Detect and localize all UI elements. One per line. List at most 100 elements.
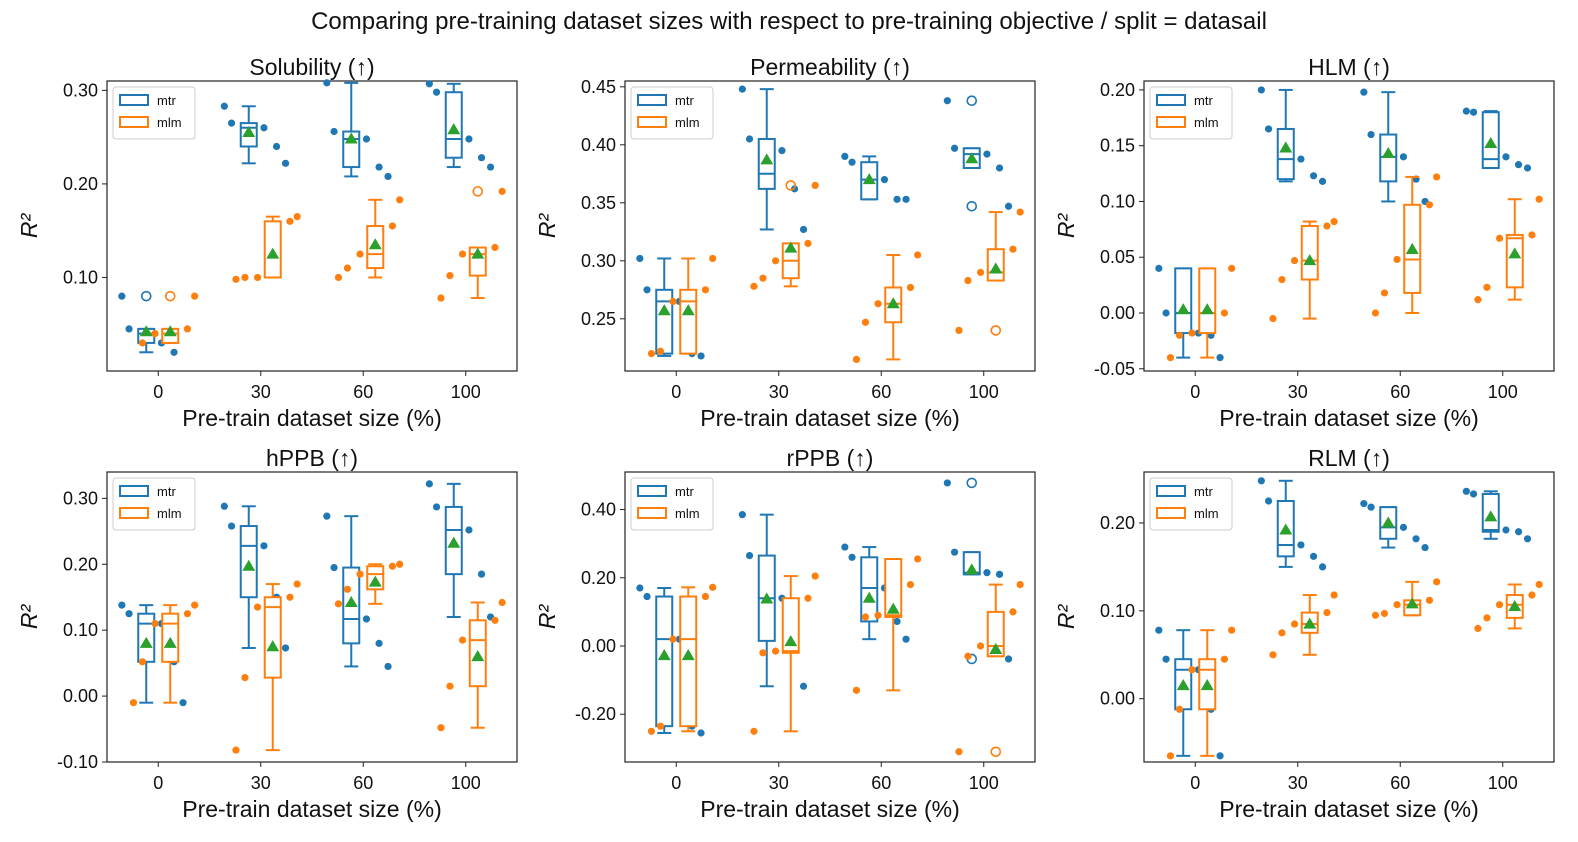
x-tick-label: 30	[251, 773, 271, 793]
data-point	[880, 176, 889, 184]
data-point	[1371, 309, 1380, 317]
data-point	[1380, 609, 1389, 618]
data-point	[771, 257, 780, 265]
data-point	[1330, 217, 1338, 226]
data-point	[477, 154, 486, 162]
y-tick-label: 0.20	[581, 568, 616, 588]
mtr-box-30	[738, 85, 808, 234]
data-point	[477, 570, 486, 578]
mean-marker	[1303, 617, 1317, 629]
legend-label-mtr: mtr	[675, 484, 694, 499]
data-point	[656, 722, 665, 730]
y-tick-label: 0.45	[581, 77, 616, 97]
mean-marker	[344, 132, 358, 144]
mtr-box-30	[220, 502, 290, 652]
data-point	[1367, 503, 1375, 511]
data-point	[750, 727, 758, 735]
y-tick-label: 0.30	[581, 251, 616, 271]
data-point	[759, 649, 767, 657]
data-point	[701, 286, 710, 294]
data-point	[227, 522, 236, 530]
mean-marker	[1508, 247, 1522, 259]
mlm-box-30	[750, 572, 819, 735]
y-axis-label: R²	[534, 604, 560, 630]
data-point	[1290, 256, 1299, 265]
y-tick-label: 0.20	[63, 174, 98, 194]
data-point	[893, 195, 901, 203]
data-point	[293, 580, 301, 588]
subplot-title: hPPB (↑)	[266, 445, 358, 471]
data-point	[293, 213, 301, 221]
outlier-marker	[785, 180, 797, 191]
mean-marker	[1381, 516, 1395, 528]
data-point	[1228, 626, 1236, 634]
data-point	[950, 144, 959, 152]
legend-label-mlm: mlm	[1194, 506, 1219, 521]
data-point	[138, 658, 147, 666]
mean-marker	[266, 640, 280, 652]
data-point	[343, 585, 352, 593]
data-point	[902, 195, 910, 203]
x-axis-label: Pre-train dataset size (%)	[1219, 796, 1478, 822]
y-axis-label: R²	[1053, 213, 1079, 239]
data-point	[191, 601, 199, 609]
mlm-box-0	[129, 601, 199, 707]
data-point	[253, 603, 262, 611]
data-point	[811, 572, 819, 580]
data-point	[260, 124, 268, 132]
data-point	[1257, 477, 1265, 485]
data-point	[1360, 88, 1368, 96]
data-point	[1469, 108, 1478, 116]
mean-marker	[1200, 303, 1214, 315]
x-tick-label: 0	[1190, 773, 1200, 793]
data-point	[179, 699, 187, 707]
data-point	[446, 271, 454, 280]
data-point	[1462, 487, 1470, 495]
data-point	[498, 187, 506, 195]
mean-marker	[784, 635, 798, 647]
plot-frame	[624, 80, 1036, 372]
mlm-box-100	[955, 580, 1024, 758]
data-point	[151, 619, 159, 628]
data-point	[964, 652, 972, 660]
mean-marker	[1303, 254, 1317, 266]
data-point	[1514, 528, 1523, 536]
y-tick-label: 0.40	[581, 500, 616, 520]
data-point	[1269, 651, 1277, 659]
data-point	[486, 163, 495, 171]
data-point	[983, 150, 991, 158]
mlm-box-100	[437, 598, 506, 732]
data-point	[343, 264, 352, 272]
y-tick-label: 0.00	[63, 686, 98, 706]
data-point	[906, 283, 915, 292]
y-tick-label: 0.10	[1100, 601, 1135, 621]
x-axis-label: Pre-train dataset size (%)	[1219, 405, 1478, 431]
data-point	[1318, 563, 1327, 571]
data-point	[446, 682, 454, 690]
mean-marker	[447, 123, 461, 135]
legend: mtr mlm	[1149, 86, 1233, 140]
data-point	[1264, 125, 1273, 133]
data-point	[647, 727, 656, 735]
data-point	[964, 276, 972, 285]
mtr-box-60	[841, 152, 910, 203]
data-point	[811, 181, 819, 189]
x-tick-label: 100	[451, 773, 481, 793]
mean-marker	[965, 152, 979, 164]
data-point	[848, 553, 856, 561]
data-point	[874, 611, 882, 619]
data-point	[1514, 161, 1523, 169]
data-point	[1155, 264, 1163, 272]
data-point	[1155, 626, 1163, 634]
x-tick-label: 60	[353, 382, 373, 402]
data-point	[1309, 172, 1318, 180]
mean-marker	[657, 649, 671, 661]
data-point	[902, 635, 910, 643]
data-point	[1502, 153, 1510, 161]
subplot-title: Solubility (↑)	[249, 54, 374, 80]
data-point	[170, 348, 178, 356]
data-point	[1535, 580, 1543, 589]
data-point	[1367, 130, 1375, 139]
outlier-marker	[966, 477, 978, 489]
legend: mtr mlm	[1149, 477, 1233, 531]
